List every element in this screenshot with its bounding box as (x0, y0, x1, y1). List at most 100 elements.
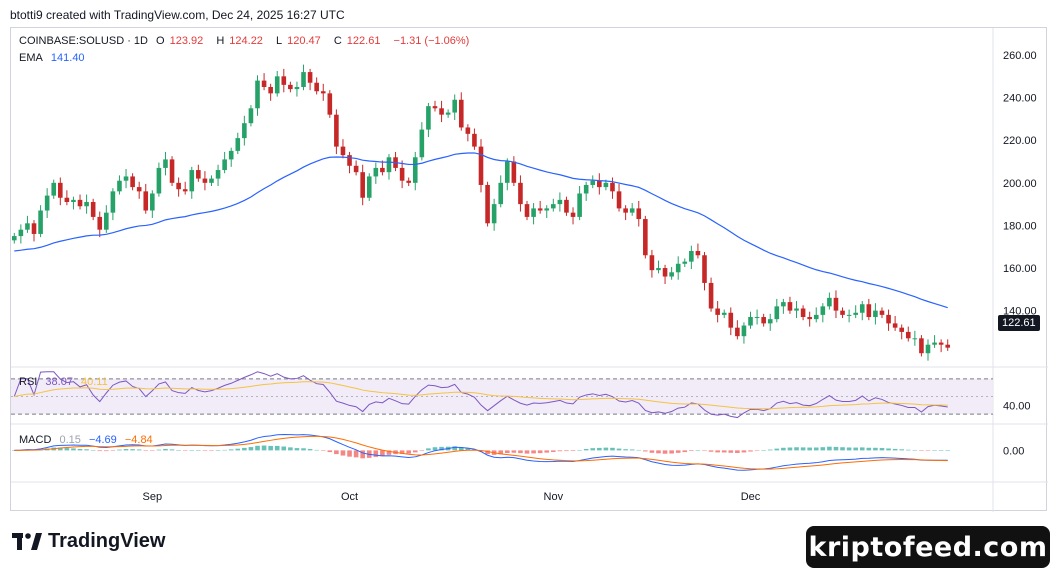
macd-histogram-bar (399, 450, 405, 454)
macd-histogram-bar (90, 450, 96, 451)
macd-histogram-bar (689, 450, 694, 452)
candle-body (274, 76, 280, 94)
candle-body (603, 182, 609, 188)
chart-canvas[interactable]: 140.00 160.00 180.00 200.00 220.00 240.00 260.… (11, 28, 1048, 512)
macd-histogram-bar (64, 448, 70, 451)
macd-histogram-bar (551, 450, 556, 452)
candle-body (64, 197, 70, 202)
macd-histogram-bar (577, 449, 582, 451)
candle-body (919, 338, 924, 354)
macd-histogram-bar (340, 450, 346, 456)
macd-histogram-bar (406, 450, 411, 454)
candle-body (209, 178, 214, 183)
candle-body (294, 86, 300, 90)
high-label: H (216, 35, 225, 47)
price-tick-label: 180.00 (1003, 220, 1037, 232)
macd-histogram-bar (182, 450, 188, 451)
macd-histogram-bar (301, 448, 306, 451)
candle-body (629, 208, 635, 213)
macd-histogram-bar (728, 450, 734, 453)
macd-histogram-bar (314, 449, 319, 451)
time-axis-label: Nov (544, 491, 564, 503)
candle-body (288, 84, 293, 90)
candle-body (675, 263, 681, 273)
candle-body (932, 342, 937, 345)
macd-histogram-bar (702, 450, 707, 451)
candle-body (176, 182, 181, 190)
tradingview-logo[interactable]: TradingView (12, 530, 165, 553)
candle-body (800, 308, 806, 318)
candle-body (715, 308, 720, 315)
candle-body (531, 208, 536, 217)
candle-body (432, 106, 438, 109)
candle-body (689, 250, 694, 262)
macd-histogram-bar (761, 450, 766, 451)
candle-body (196, 170, 201, 179)
candle-body (702, 255, 707, 283)
candle-body (472, 133, 477, 147)
candle-body (439, 108, 444, 115)
macd-histogram-bar (504, 450, 510, 453)
price-tick-label: 140.00 (1003, 306, 1037, 318)
macd-histogram-bar (754, 450, 760, 451)
candle-body (11, 236, 17, 241)
macd-histogram-bar (748, 450, 753, 452)
candle-body (807, 317, 812, 320)
macd-histogram-bar (169, 449, 175, 451)
macd-histogram-bar (564, 450, 569, 452)
change-value: −1.31 (−1.06%) (393, 35, 470, 47)
ema-label: EMA (19, 52, 43, 64)
macd-histogram-bar (294, 448, 300, 451)
candle-body (899, 327, 904, 332)
candle-body (18, 229, 24, 237)
macd-histogram-bar (242, 447, 247, 451)
macd-histogram-bar (945, 450, 951, 451)
macd-signal-value: −4.84 (124, 434, 153, 446)
open-label: O (156, 35, 165, 47)
macd-histogram-bar (320, 450, 326, 451)
macd-histogram-bar (77, 448, 83, 451)
macd-histogram-bar (662, 450, 668, 454)
macd-histogram-bar (136, 449, 142, 451)
macd-histogram-bar (150, 450, 155, 451)
candle-body (761, 317, 766, 324)
candle-body (846, 314, 852, 316)
macd-hist-value: 0.15 (59, 434, 81, 446)
macd-histogram-bar (222, 449, 227, 451)
macd-histogram-bar (557, 450, 563, 452)
macd-histogram-bar (117, 449, 122, 451)
time-axis-label: Oct (341, 491, 358, 503)
tradingview-logo-text: TradingView (48, 530, 166, 552)
candle-body (682, 261, 688, 264)
candle-body (380, 167, 385, 173)
candle-body (485, 184, 490, 224)
signal-line (14, 435, 948, 470)
candle-body (912, 338, 918, 340)
macd-histogram-bar (373, 450, 379, 457)
symbol-label: COINBASE:SOLUSD · 1D (19, 35, 148, 47)
macd-histogram-bar (827, 446, 832, 451)
candle-body (643, 219, 648, 256)
macd-histogram-bar (583, 448, 589, 451)
macd-histogram-bar (721, 450, 727, 453)
candle-body (110, 191, 116, 213)
candle-body (518, 182, 523, 205)
candle-body (458, 99, 464, 128)
price-tick-label: 160.00 (1003, 263, 1037, 275)
macd-histogram-bar (426, 448, 431, 451)
macd-histogram-bar (196, 450, 201, 451)
candle-body (228, 150, 234, 160)
candle-body (97, 216, 103, 230)
candle-body (71, 199, 76, 202)
candle-body (827, 297, 832, 307)
macd-histogram-bar (228, 449, 234, 451)
macd-histogram-bar (452, 446, 458, 451)
macd-histogram-bar (412, 450, 418, 453)
candle-body (583, 184, 589, 194)
candle-body (406, 180, 411, 183)
tradingview-logo-icon (12, 532, 42, 551)
price-tick-label: 240.00 (1003, 93, 1037, 105)
candle-body (222, 159, 227, 171)
candle-body (616, 191, 622, 209)
candle-body (662, 268, 668, 277)
